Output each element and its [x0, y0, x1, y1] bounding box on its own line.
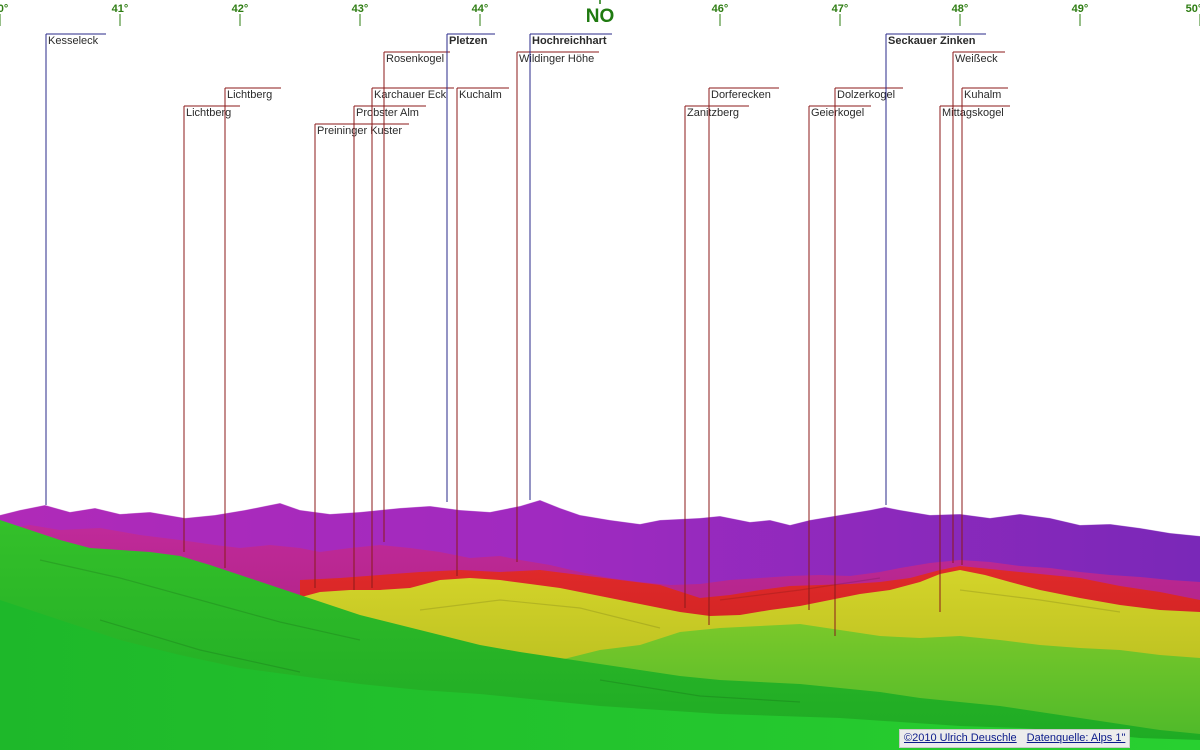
peak-marker: Kuchalm: [456, 87, 509, 576]
degree-tick-label: 42°: [232, 3, 249, 15]
degree-tick: 41°: [112, 3, 129, 26]
degree-tick: 44°: [472, 3, 489, 26]
degree-tick-label: 47°: [832, 3, 849, 15]
degree-tick-label: 41°: [112, 3, 129, 15]
peak-marker: Wildinger Höhe: [516, 51, 599, 562]
peak-marker: Probster Alm: [353, 105, 426, 590]
peak-label: Rosenkogel: [386, 53, 444, 65]
degree-scale: 40° 41° 42° 43° 44° NO: [0, 0, 1200, 27]
peak-marker: Kuhalm: [961, 87, 1008, 565]
direction-marker: NO: [586, 0, 615, 27]
peak-label: Dolzerkogel: [837, 89, 895, 101]
peak-marker: Geierkogel: [808, 105, 871, 610]
peak-marker: Zanitzberg: [684, 105, 749, 608]
datasource-link[interactable]: Datenquelle: Alps 1": [1026, 732, 1126, 744]
horizon-line: [0, 499, 1200, 537]
degree-tick-label: 46°: [712, 3, 729, 15]
direction-label: NO: [586, 6, 615, 27]
peak-marker: Preininger Kuster: [314, 123, 409, 588]
degree-tick-label: 48°: [952, 3, 969, 15]
peak-marker: Rosenkogel: [383, 51, 450, 542]
peak-marker: Lichtberg: [224, 87, 281, 568]
peak-label: Zanitzberg: [687, 107, 739, 119]
peak-label: Hochreichhart: [532, 35, 607, 47]
degree-tick-label: 43°: [352, 3, 369, 15]
degree-tick: 48°: [952, 3, 969, 26]
credits-bar: ©2010 Ulrich Deuschle Datenquelle: Alps 1…: [899, 729, 1131, 748]
peak-marker: Lichtberg: [183, 105, 240, 552]
copyright-link[interactable]: ©2010 Ulrich Deuschle: [904, 732, 1017, 744]
peak-marker: Pletzen: [446, 33, 495, 502]
degree-tick-label: 49°: [1072, 3, 1089, 15]
degree-tick: 43°: [352, 3, 369, 26]
degree-tick: 50°: [1186, 3, 1200, 26]
peak-marker: Hochreichhart: [529, 33, 612, 500]
peak-label: Preininger Kuster: [317, 125, 402, 137]
peak-marker: Weißeck: [952, 51, 1005, 563]
degree-tick: 40°: [0, 3, 8, 26]
peak-label: Lichtberg: [186, 107, 231, 119]
peak-marker: Mittagskogel: [939, 105, 1010, 612]
peak-markers: Kesseleck Lichtberg Lichtberg Preininger Ku…: [45, 33, 1010, 636]
peak-marker: Dolzerkogel: [834, 87, 903, 636]
peak-label: Kuchalm: [459, 89, 502, 101]
degree-tick: 47°: [832, 3, 849, 26]
peak-marker: Kesseleck: [45, 33, 106, 505]
hill-green-near: [0, 600, 1200, 750]
peak-label: Probster Alm: [356, 107, 419, 119]
peak-label: Mittagskogel: [942, 107, 1004, 119]
degree-tick-label: 50°: [1186, 3, 1200, 15]
peak-label: Dorferecken: [711, 89, 771, 101]
peak-label: Weißeck: [955, 53, 998, 65]
peak-label: Geierkogel: [811, 107, 864, 119]
degree-tick: 46°: [712, 3, 729, 26]
peak-label: Kuhalm: [964, 89, 1001, 101]
peak-label: Seckauer Zinken: [888, 35, 976, 47]
peak-label: Lichtberg: [227, 89, 272, 101]
terrain-shading: [39, 559, 1121, 703]
degree-tick: 42°: [232, 3, 249, 26]
peak-label: Wildinger Höhe: [519, 53, 594, 65]
peak-label: Pletzen: [449, 35, 488, 47]
peak-marker: Seckauer Zinken: [885, 33, 986, 505]
degree-tick-label: 40°: [0, 3, 8, 15]
peak-label: Karchauer Eck: [374, 89, 447, 101]
peak-label: Kesseleck: [48, 35, 99, 47]
peak-marker: Karchauer Eck: [371, 87, 454, 588]
degree-tick: 49°: [1072, 3, 1089, 26]
peak-marker: Dorferecken: [708, 87, 779, 625]
degree-tick-label: 44°: [472, 3, 489, 15]
